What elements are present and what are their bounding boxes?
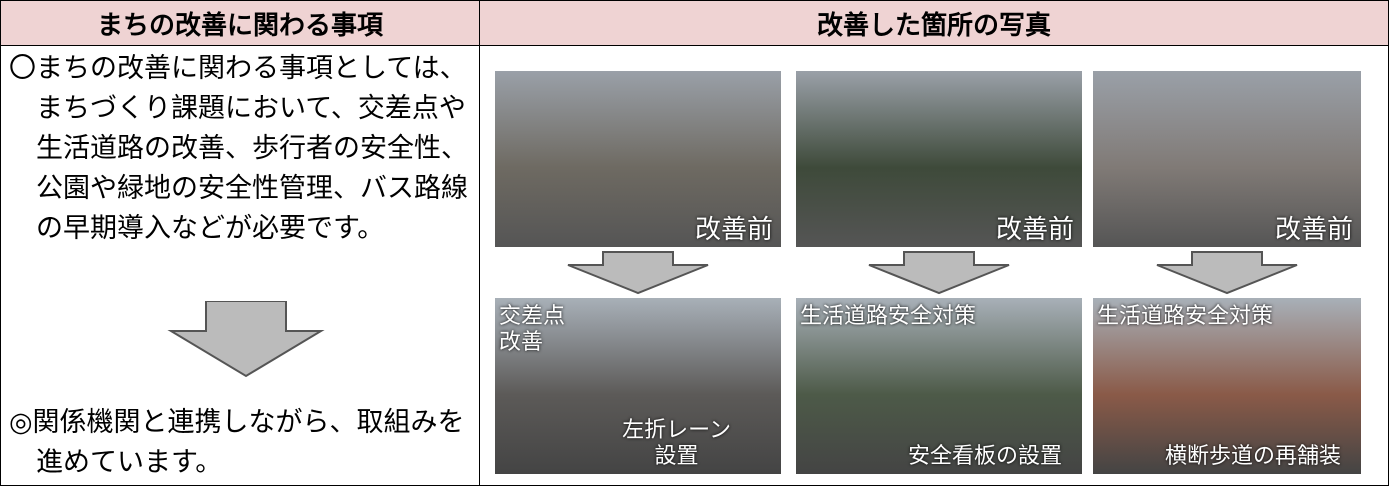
photo-label: 生活道路安全対策 [1097,304,1274,329]
photo-after: 交差点 改善左折レーン 設置 [495,298,781,474]
arrow [868,251,1010,295]
photo-after: 生活道路安全対策横断歩道の再舗装 [1093,298,1361,474]
photo-before: 改善前 [1093,71,1361,247]
arrow [167,301,325,378]
photo-label: 生活道路安全対策 [800,304,977,329]
header-left: まちの改善に関わる事項 [1,1,479,46]
conclusion: ◎関係機関と連携しながら、取組みを進めています。 [9,407,465,478]
photo-label: 左折レーン 設置 [622,418,731,469]
header-right: 改善した箇所の写真 [480,1,1388,46]
arrow [1156,251,1298,295]
photo-before: 改善前 [796,71,1082,247]
description: 〇まちの改善に関わる事項としては、まちづくり課題において、交差点や生活道路の改善… [9,53,468,244]
arrow [567,251,709,295]
photo-label: 改善前 [1274,215,1353,245]
photo-label: 改善前 [995,215,1074,245]
divider [479,1,480,485]
photo-label: 改善前 [694,215,773,245]
photo-label: 交差点 改善 [499,304,566,355]
photo-after: 生活道路安全対策安全看板の設置 [796,298,1082,474]
photo-label: 横断歩道の再舗装 [1164,444,1341,469]
photo-label: 安全看板の設置 [907,444,1062,469]
photo-before: 改善前 [495,71,781,247]
